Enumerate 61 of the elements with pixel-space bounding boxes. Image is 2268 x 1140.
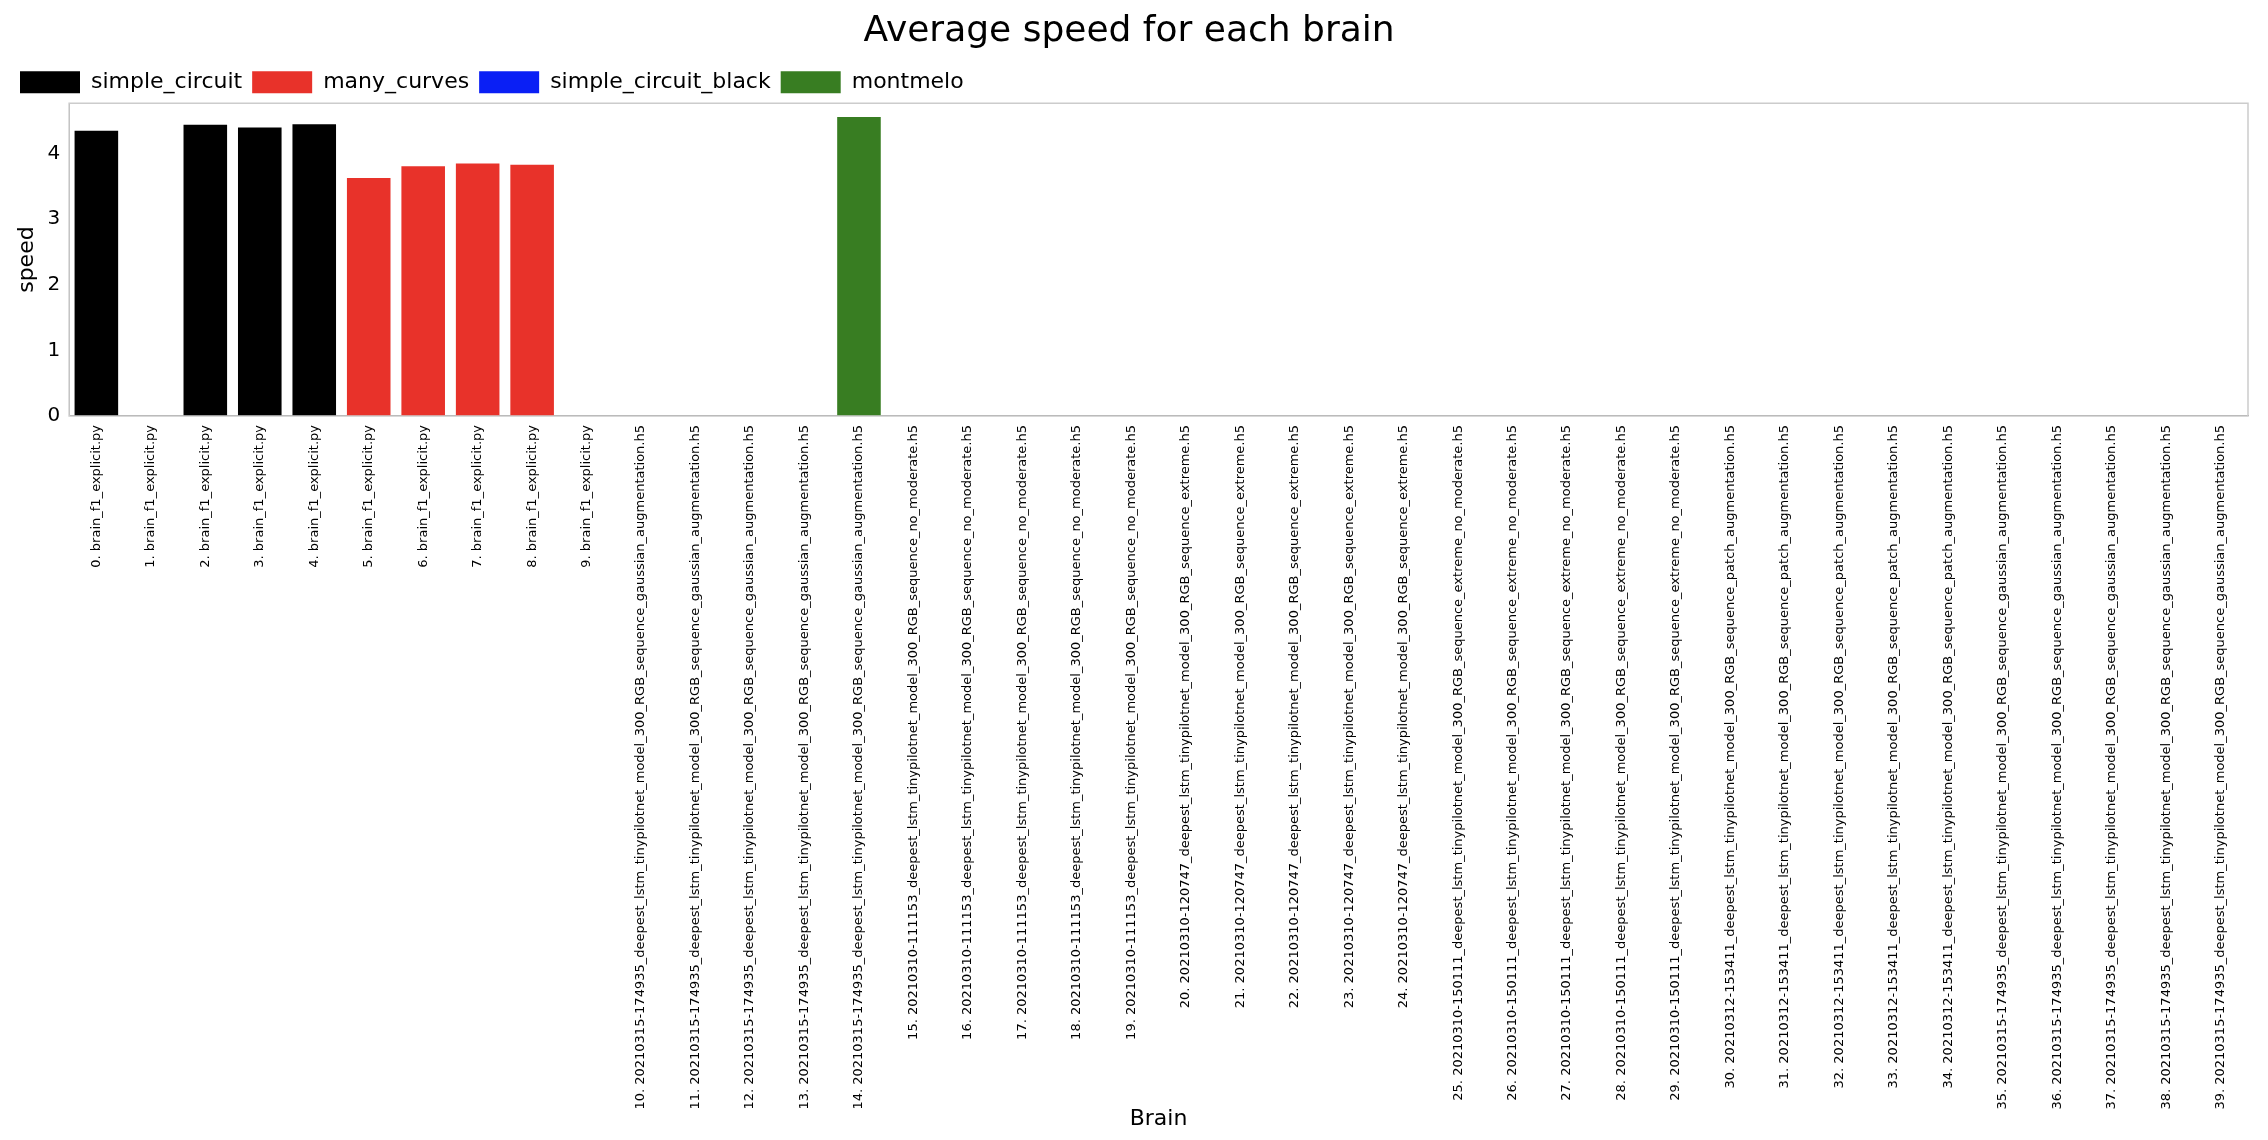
y-axis-title: speed — [12, 226, 38, 293]
bar — [401, 166, 445, 416]
x-tick-label: 19. 20210310-111153_deepest_lstm_tinypilotnet_model_300_RGB_sequence_no_moderate.h5 — [1122, 425, 1138, 1040]
x-tick-label: 31. 20210312-153411_deepest_lstm_tinypilotnet_model_300_RGB_sequence_patch_augmentation.h5 — [1776, 425, 1792, 1089]
x-tick-label: 39. 20210315-174935_deepest_lstm_tinypilotnet_model_300_RGB_sequence_gaussian_augmentation.h5 — [2212, 425, 2228, 1110]
y-tick-label: 4 — [47, 139, 61, 164]
bar — [183, 124, 228, 416]
x-tick-label: 3. brain_f1_explicit.py — [251, 424, 267, 568]
x-tick-label: 20. 20210310-120747_deepest_lstm_tinypilotnet_model_300_RGB_sequence_extreme.h5 — [1177, 425, 1193, 1009]
x-tick-label: 4. brain_f1_explicit.py — [305, 424, 321, 568]
x-tick-label: 0. brain_f1_explicit.py — [87, 424, 103, 568]
bar — [292, 124, 337, 416]
x-tick-label: 11. 20210315-174935_deepest_lstm_tinypilotnet_model_300_RGB_sequence_gaussian_augmentation.h5 — [686, 425, 702, 1110]
x-tick-label: 25. 20210310-150111_deepest_lstm_tinypilotnet_model_300_RGB_sequence_extreme_no_moderate.h5 — [1449, 425, 1465, 1101]
x-tick-label: 38. 20210315-174935_deepest_lstm_tinypilotnet_model_300_RGB_sequence_gaussian_augmentation.h5 — [2157, 425, 2173, 1110]
x-tick-label: 30. 20210312-153411_deepest_lstm_tinypilotnet_model_300_RGB_sequence_patch_augmentation.h5 — [1721, 425, 1737, 1089]
x-tick-label: 23. 20210310-120747_deepest_lstm_tinypilotnet_model_300_RGB_sequence_extreme.h5 — [1340, 425, 1356, 1009]
x-tick-label: 2. brain_f1_explicit.py — [196, 424, 212, 568]
x-tick-label: 22. 20210310-120747_deepest_lstm_tinypilotnet_model_300_RGB_sequence_extreme.h5 — [1286, 425, 1302, 1009]
x-tick-label: 37. 20210315-174935_deepest_lstm_tinypilotnet_model_300_RGB_sequence_gaussian_augmentation.h5 — [2103, 425, 2119, 1110]
x-tick-label: 34. 20210312-153411_deepest_lstm_tinypilotnet_model_300_RGB_sequence_patch_augmentation.h5 — [1939, 425, 1955, 1089]
x-tick-label: 10. 20210315-174935_deepest_lstm_tinypilotnet_model_300_RGB_sequence_gaussian_augmentation.h5 — [632, 425, 648, 1110]
x-tick-label: 28. 20210310-150111_deepest_lstm_tinypilotnet_model_300_RGB_sequence_extreme_no_moderate.h5 — [1612, 425, 1628, 1101]
x-axis-title: Brain — [1129, 1104, 1188, 1130]
x-tick-label: 1. brain_f1_explicit.py — [142, 424, 158, 568]
bar — [510, 164, 554, 416]
x-tick-label: 21. 20210310-120747_deepest_lstm_tinypilotnet_model_300_RGB_sequence_extreme.h5 — [1231, 425, 1247, 1009]
x-tick-label: 32. 20210312-153411_deepest_lstm_tinypilotnet_model_300_RGB_sequence_patch_augmentation.h5 — [1830, 425, 1846, 1089]
x-tick-label: 15. 20210310-111153_deepest_lstm_tinypilotnet_model_300_RGB_sequence_no_moderate.h5 — [904, 425, 920, 1040]
x-tick-label: 6. brain_f1_explicit.py — [414, 424, 430, 568]
x-tick-label: 36. 20210315-174935_deepest_lstm_tinypilotnet_model_300_RGB_sequence_gaussian_augmentation.h5 — [2048, 425, 2064, 1110]
x-tick-label: 18. 20210310-111153_deepest_lstm_tinypilotnet_model_300_RGB_sequence_no_moderate.h5 — [1068, 425, 1084, 1040]
y-tick-label: 3 — [47, 205, 61, 230]
legend-label: simple_circuit — [91, 67, 243, 94]
bar — [237, 127, 282, 416]
x-tick-label: 24. 20210310-120747_deepest_lstm_tinypilotnet_model_300_RGB_sequence_extreme.h5 — [1395, 425, 1411, 1009]
x-tick-label: 12. 20210315-174935_deepest_lstm_tinypilotnet_model_300_RGB_sequence_gaussian_augmentation.h5 — [741, 425, 757, 1110]
x-tick-label: 8. brain_f1_explicit.py — [523, 424, 539, 568]
x-tick-label: 9. brain_f1_explicit.py — [577, 424, 593, 568]
x-tick-label: 33. 20210312-153411_deepest_lstm_tinypilotnet_model_300_RGB_sequence_patch_augmentation.h5 — [1885, 425, 1901, 1089]
legend-label: montmelo — [851, 67, 964, 93]
x-tick-label: 27. 20210310-150111_deepest_lstm_tinypilotnet_model_300_RGB_sequence_extreme_no_moderate.h5 — [1558, 425, 1574, 1101]
bar — [455, 163, 500, 416]
x-tick-label: 14. 20210315-174935_deepest_lstm_tinypilotnet_model_300_RGB_sequence_gaussian_augmentation.h5 — [850, 425, 866, 1110]
x-tick-label: 13. 20210315-174935_deepest_lstm_tinypilotnet_model_300_RGB_sequence_gaussian_augmentation.h5 — [795, 425, 811, 1110]
x-tick-label: 17. 20210310-111153_deepest_lstm_tinypilotnet_model_300_RGB_sequence_no_moderate.h5 — [1013, 425, 1029, 1040]
y-tick-label: 2 — [47, 271, 61, 296]
y-tick-label: 0 — [47, 402, 61, 427]
chart-title: Average speed for each brain — [863, 7, 1395, 49]
x-tick-label: 5. brain_f1_explicit.py — [360, 424, 376, 568]
x-tick-label: 16. 20210310-111153_deepest_lstm_tinypilotnet_model_300_RGB_sequence_no_moderate.h5 — [959, 425, 975, 1040]
bar — [837, 116, 881, 416]
legend-label: many_curves — [323, 67, 470, 94]
x-tick-label: 7. brain_f1_explicit.py — [469, 424, 485, 568]
x-tick-label: 35. 20210315-174935_deepest_lstm_tinypilotnet_model_300_RGB_sequence_gaussian_augmentation.h5 — [1994, 425, 2010, 1110]
x-tick-label: 26. 20210310-150111_deepest_lstm_tinypilotnet_model_300_RGB_sequence_extreme_no_moderate.h5 — [1504, 425, 1519, 1101]
bar — [74, 130, 119, 416]
x-tick-label: 29. 20210310-150111_deepest_lstm_tinypilotnet_model_300_RGB_sequence_extreme_no_moderate.h5 — [1667, 425, 1683, 1101]
y-tick-label: 1 — [47, 336, 61, 361]
bar — [346, 177, 391, 416]
legend-label: simple_circuit_black — [550, 67, 771, 94]
